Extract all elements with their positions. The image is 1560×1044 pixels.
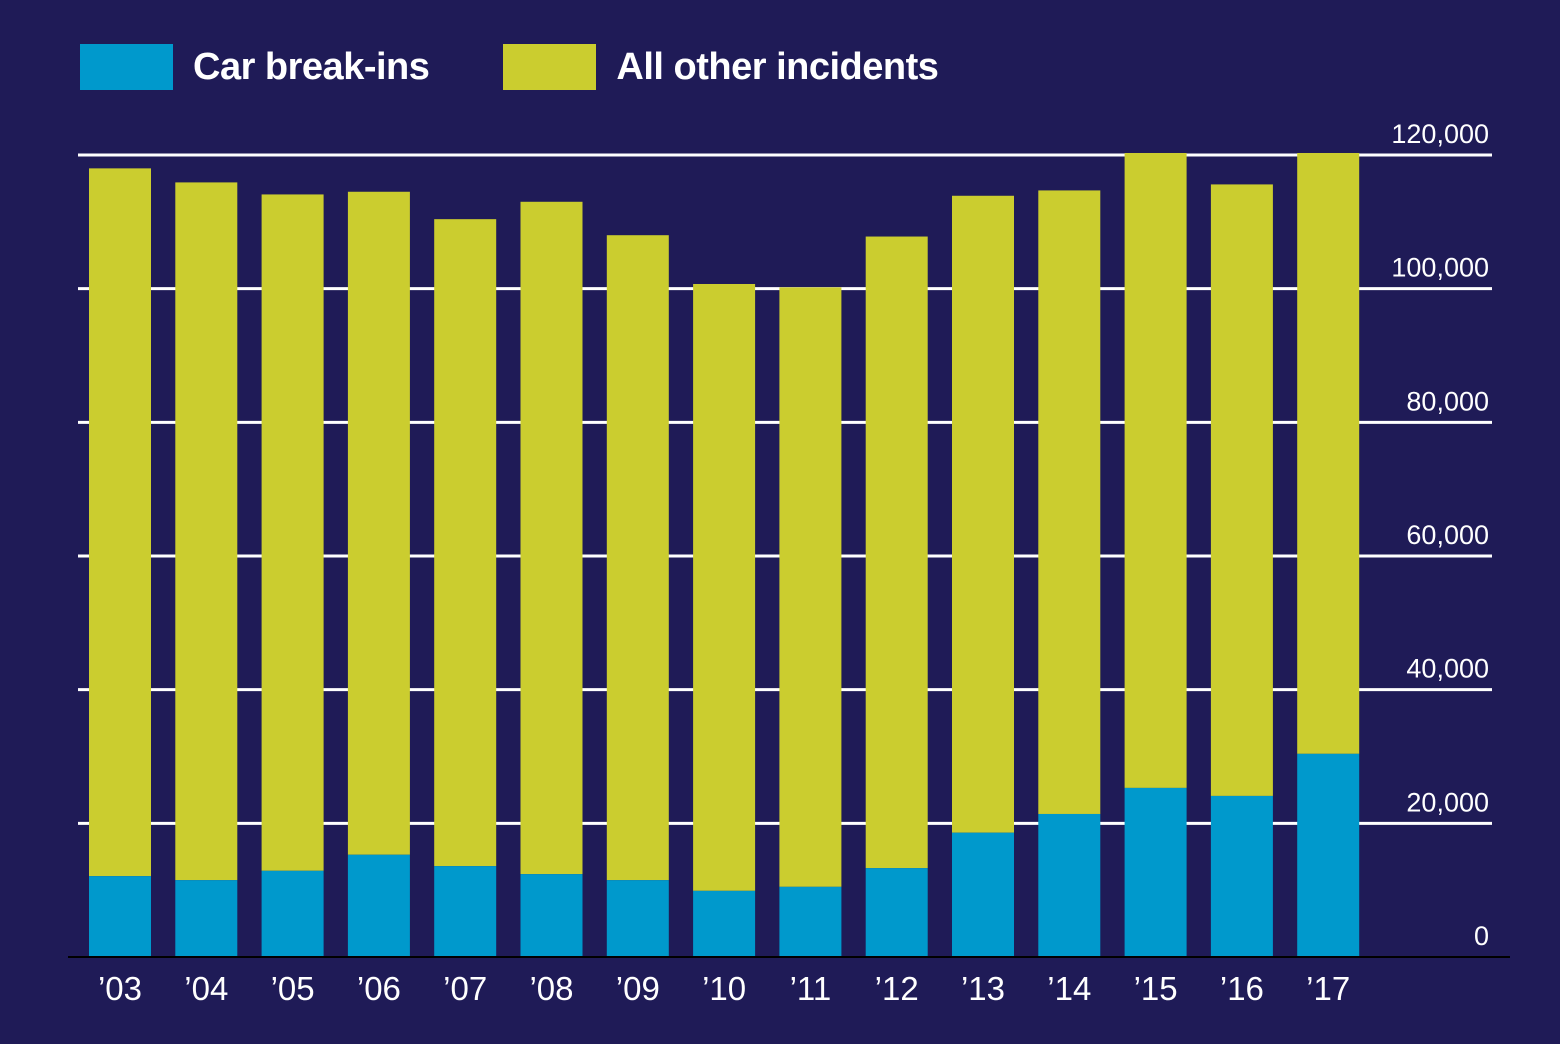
y-tick-label: 60,000 bbox=[1406, 520, 1489, 550]
bar-other-incidents bbox=[347, 191, 410, 855]
bar-car-break-ins bbox=[1124, 787, 1187, 957]
x-tick-label: ’13 bbox=[961, 970, 1005, 1007]
bar-other-incidents bbox=[89, 168, 151, 877]
legend: Car break-ins All other incidents bbox=[80, 44, 1012, 90]
bar-car-break-ins bbox=[952, 832, 1014, 957]
legend-label-other-incidents: All other incidents bbox=[616, 45, 939, 88]
bar-other-incidents bbox=[606, 235, 669, 881]
bar-car-break-ins bbox=[1038, 813, 1101, 957]
bar-other-incidents bbox=[779, 287, 842, 887]
y-tick-label: 20,000 bbox=[1406, 787, 1489, 817]
x-tick-label: ’09 bbox=[616, 970, 660, 1007]
bar-other-incidents bbox=[1038, 190, 1101, 814]
x-tick-label: ’17 bbox=[1306, 970, 1350, 1007]
legend-item-car-break-ins: Car break-ins bbox=[80, 44, 430, 90]
bar-car-break-ins bbox=[520, 874, 583, 957]
y-tick-label: 40,000 bbox=[1406, 654, 1489, 684]
y-tick-label: 100,000 bbox=[1391, 253, 1489, 283]
bar-other-incidents bbox=[261, 194, 324, 871]
bar-other-incidents bbox=[865, 236, 928, 869]
bar-car-break-ins bbox=[779, 886, 842, 957]
bar-other-incidents bbox=[952, 195, 1014, 833]
x-tick-label: ’15 bbox=[1134, 970, 1178, 1007]
x-tick-label: ’16 bbox=[1220, 970, 1264, 1007]
bar-car-break-ins bbox=[606, 880, 669, 957]
bar-other-incidents bbox=[434, 219, 497, 867]
x-tick-label: ’07 bbox=[443, 970, 487, 1007]
bar-car-break-ins bbox=[693, 890, 756, 957]
bar-other-incidents bbox=[175, 182, 238, 881]
bar-car-break-ins bbox=[175, 880, 238, 957]
x-tick-label: ’08 bbox=[529, 970, 573, 1007]
x-tick-label: ’05 bbox=[271, 970, 315, 1007]
bar-car-break-ins bbox=[347, 854, 410, 957]
y-tick-label: 0 bbox=[1474, 921, 1489, 951]
bar-car-break-ins bbox=[89, 876, 151, 957]
bar-car-break-ins bbox=[865, 868, 928, 957]
legend-swatch-car-break-ins bbox=[80, 44, 173, 90]
bar-other-incidents bbox=[520, 201, 583, 875]
y-tick-label: 120,000 bbox=[1391, 119, 1489, 149]
legend-label-car-break-ins: Car break-ins bbox=[193, 45, 430, 88]
bar-other-incidents bbox=[693, 283, 756, 891]
x-tick-label: ’04 bbox=[184, 970, 228, 1007]
x-tick-label: ’12 bbox=[875, 970, 919, 1007]
bar-car-break-ins bbox=[261, 870, 324, 957]
legend-swatch-other-incidents bbox=[503, 44, 597, 90]
legend-item-other-incidents: All other incidents bbox=[503, 44, 939, 90]
bar-other-incidents bbox=[1210, 184, 1273, 796]
bar-car-break-ins bbox=[1210, 795, 1273, 957]
x-tick-label: ’10 bbox=[702, 970, 746, 1007]
x-tick-label: ’06 bbox=[357, 970, 401, 1007]
bar-car-break-ins bbox=[434, 866, 497, 957]
bar-other-incidents bbox=[1124, 152, 1187, 788]
bar-car-break-ins bbox=[1297, 753, 1360, 957]
y-tick-label: 80,000 bbox=[1406, 386, 1489, 416]
x-tick-label: ’14 bbox=[1047, 970, 1091, 1007]
x-tick-label: ’11 bbox=[790, 970, 832, 1007]
bar-other-incidents bbox=[1297, 152, 1360, 754]
x-tick-label: ’03 bbox=[98, 970, 142, 1007]
